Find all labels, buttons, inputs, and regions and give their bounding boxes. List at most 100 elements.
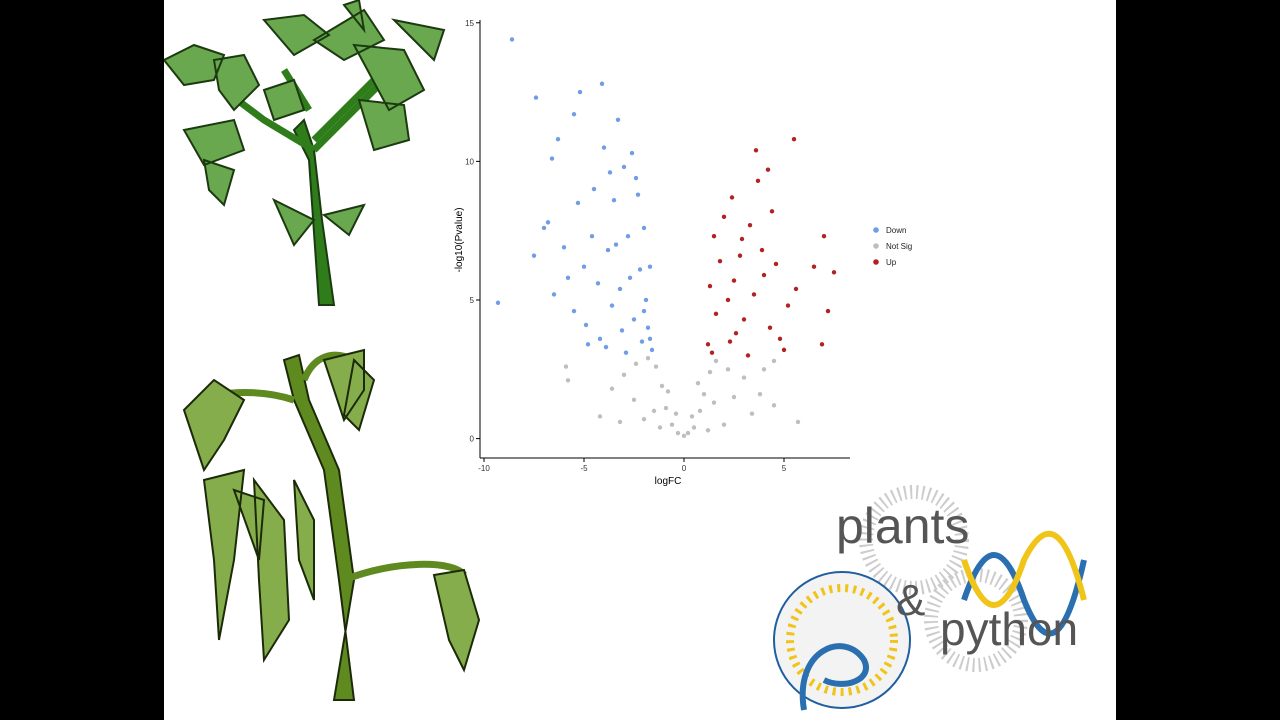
point [721, 214, 727, 220]
x-tick-label: 5 [782, 464, 787, 473]
point [721, 422, 727, 427]
point [641, 416, 647, 422]
point [675, 430, 681, 436]
point [631, 397, 637, 402]
logo-word: plants [836, 498, 969, 554]
legend-label: Not Sig [886, 242, 912, 251]
point [581, 264, 587, 269]
point [561, 245, 567, 250]
point [733, 331, 739, 336]
point [695, 380, 701, 386]
point [645, 356, 651, 361]
point [697, 408, 703, 414]
point [611, 197, 617, 203]
point [831, 270, 837, 275]
wilted-plant [182, 348, 481, 701]
point [729, 195, 735, 200]
x-tick-label: -10 [478, 464, 490, 473]
point [731, 278, 737, 283]
point [759, 247, 765, 253]
point [691, 425, 697, 430]
point [745, 353, 751, 358]
point [601, 145, 607, 150]
point [705, 342, 711, 347]
point [641, 225, 647, 231]
point [747, 222, 753, 228]
point [725, 367, 731, 372]
point [713, 311, 719, 317]
point [591, 186, 597, 192]
point [741, 375, 747, 380]
point [571, 112, 577, 117]
point [605, 247, 611, 253]
x-tick-label: 0 [682, 464, 687, 473]
point [635, 192, 641, 197]
point [717, 258, 723, 264]
point [793, 286, 799, 292]
point [711, 234, 717, 239]
point [665, 389, 671, 394]
point [647, 264, 653, 269]
logo-word: python [940, 603, 1078, 655]
point [749, 411, 755, 416]
point [613, 242, 619, 247]
point [565, 378, 571, 383]
point [623, 350, 629, 355]
point [563, 364, 569, 369]
point [631, 317, 637, 322]
point [607, 170, 613, 175]
point [597, 414, 603, 419]
point [565, 275, 571, 281]
point [701, 392, 707, 397]
point [541, 225, 547, 231]
healthy-plant [164, 0, 446, 306]
point [625, 234, 631, 239]
point [589, 234, 595, 239]
x-tick-label: -5 [580, 464, 588, 473]
point [707, 283, 713, 289]
point [495, 300, 501, 305]
point [771, 403, 777, 408]
illustrations [164, 0, 1087, 711]
y-tick-label: 10 [465, 157, 474, 166]
point [825, 308, 831, 314]
point [785, 303, 791, 308]
point [771, 358, 777, 364]
point [659, 383, 665, 389]
point [641, 308, 647, 314]
point [555, 137, 561, 142]
point [727, 339, 733, 344]
legend-marker [873, 259, 879, 265]
point [627, 275, 633, 281]
point [621, 164, 627, 170]
point [781, 347, 787, 353]
point [633, 175, 639, 181]
point [725, 297, 731, 303]
point [633, 361, 639, 366]
point [761, 367, 767, 372]
point [639, 339, 645, 344]
point [709, 350, 715, 355]
point [681, 433, 687, 439]
point [599, 81, 605, 86]
point [653, 364, 659, 369]
point [603, 344, 609, 350]
point [651, 408, 657, 414]
point [583, 322, 589, 328]
point [551, 292, 557, 297]
legend-label: Down [886, 226, 906, 235]
y-tick-label: 0 [470, 435, 475, 444]
point [621, 372, 627, 378]
legend-label: Up [886, 258, 897, 267]
point [765, 167, 771, 172]
point [629, 150, 635, 156]
point [673, 411, 679, 416]
point [637, 267, 643, 272]
logo-graphic [773, 485, 1087, 711]
point [757, 392, 763, 397]
point [575, 200, 581, 206]
point [769, 209, 775, 214]
logo-ampersand: & [896, 576, 925, 625]
point [577, 89, 583, 95]
